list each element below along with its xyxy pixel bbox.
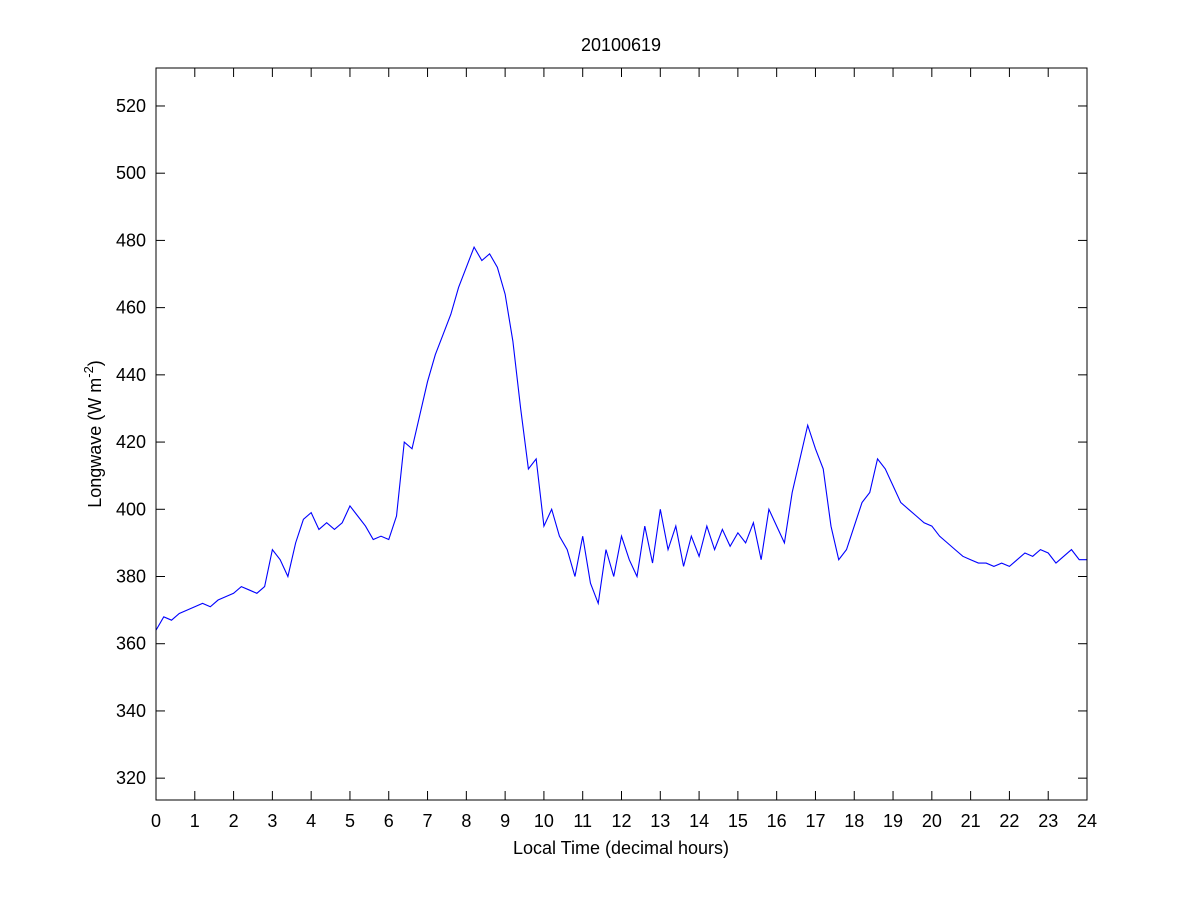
x-tick-label: 13 (650, 811, 670, 831)
x-tick-label: 1 (190, 811, 200, 831)
y-axis-label: Longwave (W m-2) (81, 360, 105, 508)
data-line (155, 245, 1087, 631)
x-tick-label: 14 (689, 811, 709, 831)
x-tick-label: 12 (611, 811, 631, 831)
y-tick-label: 480 (116, 230, 146, 250)
x-tick-label: 18 (844, 811, 864, 831)
y-tick-label: 320 (116, 768, 146, 788)
y-tick-label: 380 (116, 567, 146, 587)
y-tick-label: 420 (116, 432, 146, 452)
x-tick-label: 16 (767, 811, 787, 831)
x-tick-label: 2 (229, 811, 239, 831)
x-tick-label: 24 (1077, 811, 1097, 831)
x-tick-label: 19 (883, 811, 903, 831)
y-tick-label: 520 (116, 96, 146, 116)
y-axis-label-text: Longwave (W m (85, 378, 105, 508)
y-tick-label: 440 (116, 365, 146, 385)
y-axis-label-end: ) (85, 360, 105, 366)
x-tick-label: 17 (805, 811, 825, 831)
x-tick-label: 23 (1038, 811, 1058, 831)
x-tick-label: 21 (961, 811, 981, 831)
x-tick-label: 10 (534, 811, 554, 831)
x-tick-label: 6 (384, 811, 394, 831)
x-tick-label: 4 (306, 811, 316, 831)
y-tick-label: 460 (116, 298, 146, 318)
x-tick-label: 3 (267, 811, 277, 831)
y-tick-label: 340 (116, 701, 146, 721)
chart-title: 20100619 (581, 35, 661, 55)
x-tick-label: 9 (500, 811, 510, 831)
x-tick-label: 0 (151, 811, 161, 831)
x-axis-label: Local Time (decimal hours) (513, 838, 729, 858)
y-axis-label-sup: -2 (81, 366, 96, 378)
y-tick-label: 400 (116, 499, 146, 519)
x-tick-label: 20 (922, 811, 942, 831)
x-tick-label: 15 (728, 811, 748, 831)
x-tick-label: 8 (461, 811, 471, 831)
y-tick-label: 500 (116, 163, 146, 183)
x-tick-label: 22 (999, 811, 1019, 831)
y-tick-label: 360 (116, 634, 146, 654)
x-tick-label: 11 (573, 811, 592, 831)
x-tick-label: 7 (423, 811, 433, 831)
x-tick-label: 5 (345, 811, 355, 831)
